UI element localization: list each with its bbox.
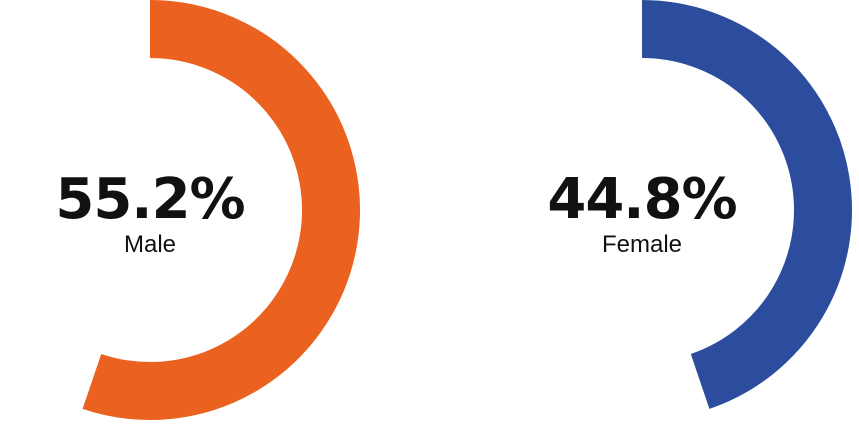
male-percentage: 55.2% (55, 167, 244, 232)
male-donut: 55.2% Male (55, 0, 360, 420)
male-label: Male (124, 231, 176, 258)
female-label: Female (602, 231, 682, 258)
female-percentage: 44.8% (547, 167, 736, 232)
male-arc (82, 0, 360, 420)
female-donut: 44.8% Female (547, 0, 852, 409)
female-arc (641, 0, 852, 409)
